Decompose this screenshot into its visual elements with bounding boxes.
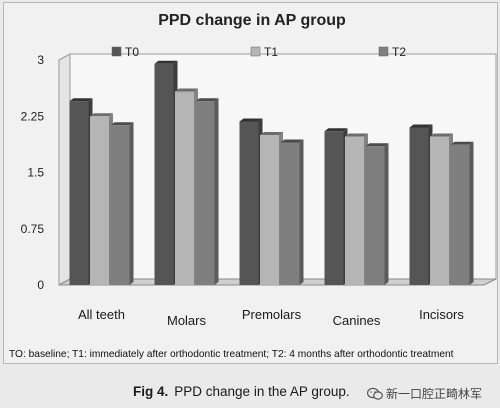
bar bbox=[365, 146, 385, 285]
chart-side-wall bbox=[58, 53, 71, 286]
bar-top bbox=[260, 132, 283, 135]
bar bbox=[280, 142, 300, 285]
legend-swatch bbox=[250, 46, 261, 57]
bar-top bbox=[154, 60, 178, 64]
bar bbox=[409, 127, 429, 285]
bar bbox=[324, 131, 344, 285]
bar-side bbox=[299, 139, 304, 285]
chart-figure: PPD change in AP group 0 0.75 1.5 2.25 3 All t… bbox=[3, 2, 498, 364]
x-category-label: Incisors bbox=[419, 307, 464, 322]
bar-top bbox=[430, 133, 453, 137]
legend-swatch bbox=[111, 46, 122, 57]
x-category-label: All teeth bbox=[78, 307, 125, 322]
chart-title: PPD change in AP group bbox=[158, 12, 346, 29]
watermark-text: 新一口腔正畸林军 bbox=[386, 387, 483, 401]
bar-top bbox=[280, 139, 304, 143]
bar bbox=[345, 136, 364, 285]
bar-top bbox=[345, 133, 368, 137]
bar-top bbox=[450, 141, 474, 145]
bar-top bbox=[195, 98, 219, 102]
bar-side bbox=[469, 141, 474, 285]
wechat-icon bbox=[367, 387, 383, 400]
y-tick-label: 2.25 bbox=[21, 109, 45, 123]
legend-label: T2 bbox=[392, 45, 406, 59]
y-tick-label: 1.5 bbox=[27, 166, 44, 180]
bar bbox=[430, 136, 449, 285]
bar-top bbox=[324, 128, 348, 132]
caption-label: Fig 4. bbox=[133, 384, 169, 399]
bar-top bbox=[365, 143, 389, 147]
x-category-label: Molars bbox=[167, 313, 207, 328]
bar-side bbox=[214, 98, 219, 285]
bar bbox=[90, 116, 109, 285]
chart-footnote: TO: baseline; T1: immediately after orth… bbox=[9, 349, 454, 360]
x-category-label: Premolars bbox=[242, 307, 302, 322]
bar-top bbox=[90, 113, 113, 117]
bar bbox=[110, 125, 130, 285]
caption-text: PPD change in the AP group. bbox=[174, 384, 350, 399]
bar-top bbox=[69, 98, 93, 102]
bar bbox=[154, 63, 174, 285]
bar-top bbox=[409, 124, 433, 128]
legend-swatch bbox=[378, 46, 389, 57]
bar bbox=[260, 135, 279, 285]
legend-label: T1 bbox=[264, 45, 278, 59]
watermark: 新一口腔正畸林军 bbox=[367, 385, 482, 402]
y-tick-label: 0 bbox=[37, 278, 44, 292]
y-tick-label: 0.75 bbox=[21, 222, 45, 236]
figure-caption: Fig 4. PPD change in the AP group. bbox=[133, 384, 350, 399]
x-category-label: Canines bbox=[333, 313, 381, 328]
bar bbox=[450, 144, 470, 285]
bar-top bbox=[175, 88, 198, 92]
bar-side bbox=[384, 143, 389, 285]
bar-top bbox=[239, 118, 263, 122]
bar bbox=[69, 101, 89, 285]
bar bbox=[195, 101, 215, 285]
bar-top bbox=[110, 122, 134, 126]
legend-label: T0 bbox=[125, 45, 139, 59]
bar bbox=[175, 91, 194, 285]
y-tick-label: 3 bbox=[37, 53, 44, 67]
bar-chart: PPD change in AP group 0 0.75 1.5 2.25 3 All t… bbox=[21, 12, 497, 328]
bar-side bbox=[129, 122, 134, 285]
bar bbox=[239, 121, 259, 285]
